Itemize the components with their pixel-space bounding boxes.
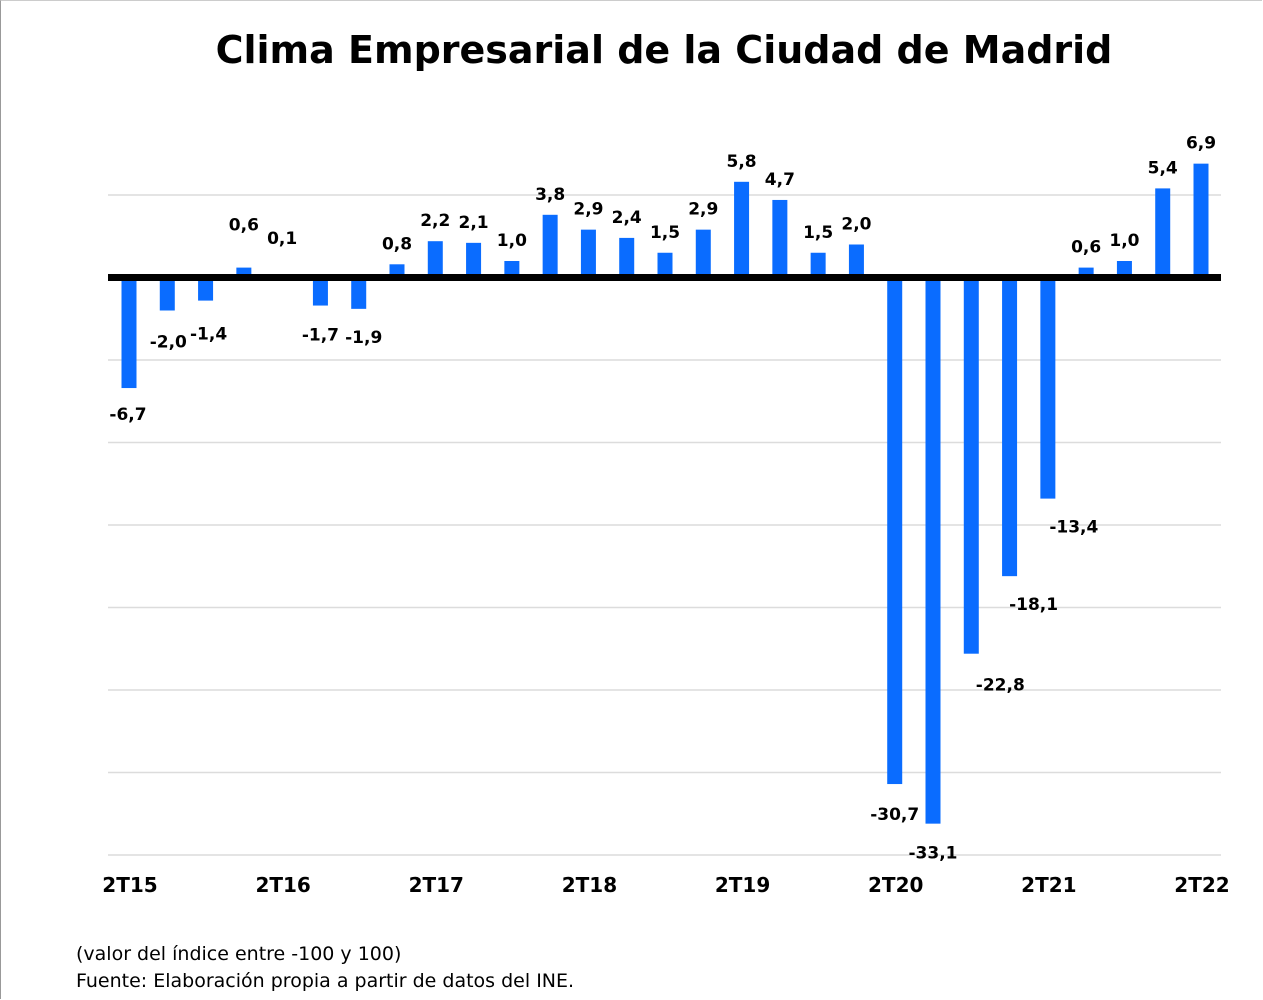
value-label: 2,2	[420, 211, 450, 231]
value-label: 0,8	[382, 234, 412, 254]
value-label: 0,6	[1071, 238, 1101, 258]
value-label: -22,8	[976, 676, 1025, 696]
x-tick-label: 2T17	[409, 873, 464, 897]
bar	[1116, 261, 1132, 278]
value-label: -18,1	[1009, 595, 1058, 615]
bar	[772, 199, 788, 278]
value-label: 1,0	[497, 231, 527, 251]
value-label: -30,7	[870, 805, 919, 825]
bar	[1002, 277, 1018, 577]
value-label: 1,5	[803, 223, 833, 243]
value-label: 2,9	[573, 200, 603, 220]
value-label: -1,4	[190, 325, 227, 345]
bars	[121, 163, 1209, 824]
bar	[351, 277, 367, 309]
bar	[695, 229, 711, 278]
gridlines	[108, 194, 1221, 856]
x-tick-label: 2T21	[1021, 873, 1076, 897]
bar	[1040, 277, 1056, 499]
bar	[925, 277, 941, 824]
bar	[504, 261, 520, 278]
bar	[810, 252, 826, 278]
bar	[580, 229, 596, 278]
x-tick-label: 2T20	[868, 873, 923, 897]
value-label: -6,7	[109, 405, 146, 425]
value-label: 5,8	[727, 152, 757, 172]
x-tick-labels: 2T15 2T16 2T17 2T18 2T19 2T20 2T21 2T22	[102, 873, 1229, 897]
value-label: 2,9	[688, 200, 718, 220]
value-label: 6,9	[1186, 134, 1216, 154]
bar	[734, 181, 750, 278]
value-label: 4,7	[765, 170, 795, 190]
bar	[427, 241, 443, 278]
value-label: 2,4	[612, 208, 642, 228]
value-label: 0,6	[229, 216, 259, 236]
value-label: -1,9	[345, 328, 382, 348]
value-label: 3,8	[535, 185, 565, 205]
bar	[236, 267, 252, 278]
x-tick-label: 2T16	[255, 873, 310, 897]
x-tick-label: 2T15	[102, 873, 157, 897]
value-label: -2,0	[150, 333, 187, 353]
value-labels: -6,7 -2,0 -1,4 0,6 0,1 -1,7 -1,9 0,8 2,2 2,1 1,0 3,…	[109, 134, 1216, 864]
value-label: 1,5	[650, 223, 680, 243]
bar	[619, 237, 635, 278]
bar	[466, 242, 482, 278]
value-label: -13,4	[1049, 518, 1098, 538]
bar	[198, 277, 214, 301]
bar	[848, 244, 864, 278]
bar	[1078, 267, 1094, 278]
bar	[159, 277, 175, 311]
x-tick-label: 2T22	[1174, 873, 1229, 897]
x-tick-label: 2T18	[562, 873, 617, 897]
source-note: Fuente: Elaboración propia a partir de d…	[76, 970, 575, 992]
range-note: (valor del índice entre -100 y 100)	[76, 943, 402, 965]
bar	[657, 252, 673, 278]
value-label: 2,0	[841, 215, 871, 235]
bar	[542, 214, 558, 278]
bar	[1193, 163, 1209, 278]
bar	[312, 277, 328, 306]
bar	[121, 277, 137, 389]
value-label: -33,1	[909, 844, 958, 864]
bar	[1155, 188, 1171, 278]
value-label: 5,4	[1148, 158, 1178, 178]
value-label: -1,7	[302, 326, 339, 346]
bar	[963, 277, 979, 654]
bar	[887, 277, 903, 785]
value-label: 2,1	[459, 213, 489, 233]
value-label: 0,1	[267, 229, 297, 249]
value-label: 1,0	[1109, 231, 1139, 251]
chart-title: Clima Empresarial de la Ciudad de Madrid	[215, 28, 1113, 72]
x-tick-label: 2T19	[715, 873, 770, 897]
